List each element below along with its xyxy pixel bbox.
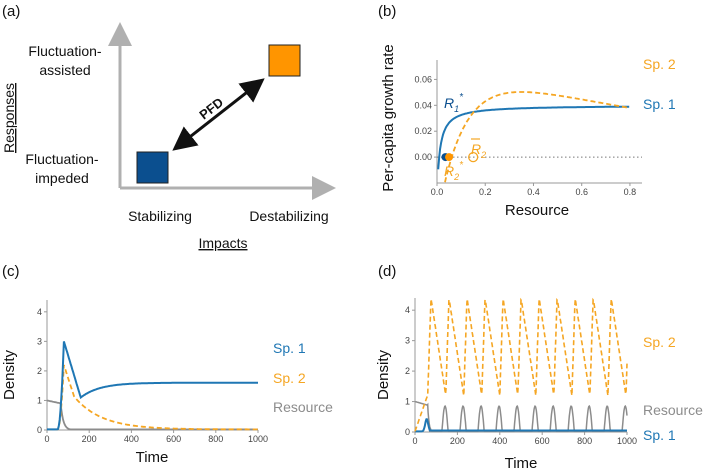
- panel-d-resource-label: Resource: [643, 402, 703, 418]
- panel-b-sp1-label: Sp. 1: [643, 96, 676, 112]
- panel-d-y-tick-label: 3: [405, 336, 410, 346]
- panel-c-sp2-line: [47, 364, 258, 431]
- panel-b-x-tick-label: 0.6: [575, 187, 588, 197]
- panel-b-ylabel: Per-capita growth rate: [380, 44, 397, 192]
- panel-b-xlabel: Resource: [505, 202, 569, 219]
- panel-b-y-tick-label: 0.00: [414, 152, 432, 162]
- panel-a-x-axis-label: Impacts: [198, 235, 247, 251]
- panel-c-axes: 0 200 400 600 800 1000 0 1 2 3 4: [37, 300, 268, 444]
- panel-c-resource-line: [46, 399, 258, 431]
- y-bottom-line1: Fluctuation-: [25, 151, 98, 167]
- panel-d-sp2-label: Sp. 2: [643, 334, 676, 350]
- panel-b-y-tick-label: 0.02: [414, 126, 432, 136]
- panel-d-x-tick-label: 1000: [617, 436, 637, 446]
- panel-c-x-tick-label: 1000: [248, 434, 268, 444]
- pfd-arrow: [172, 78, 265, 151]
- panel-c-xlabel: Time: [136, 449, 169, 466]
- panel-b-sp2-line: [444, 91, 630, 183]
- panel-c-x-tick-label: 200: [82, 434, 97, 444]
- r2-star-label: R2*: [444, 160, 464, 182]
- panel-b-sp2-label: Sp. 2: [643, 56, 676, 72]
- panel-d-series: [414, 297, 628, 433]
- panel-c-y-tick-label: 4: [37, 307, 42, 317]
- panel-c-sp1-label: Sp. 1: [273, 340, 306, 356]
- panel-b-label: (b): [378, 3, 396, 20]
- panel-d-x-tick-label: 0: [412, 436, 417, 446]
- y-top-line2: assisted: [39, 62, 90, 78]
- panel-b-x-tick-label: 0.0: [431, 187, 444, 197]
- panel-b-axes: 0.0 0.2 0.4 0.6 0.8 0.00 0.02 0.04 0.06: [414, 60, 642, 197]
- panel-b-x-tick-label: 0.8: [624, 187, 637, 197]
- panel-b-x-tick-label: 0.4: [527, 187, 540, 197]
- sp2-box: [268, 44, 301, 77]
- panel-d-ylabel: Density: [375, 349, 392, 400]
- panel-d: (d) Density Time 0 200 400 600 800 100001234 …: [375, 263, 703, 470]
- panel-b: (b) Per-capita growth rate Resource 0.0 0…: [378, 3, 676, 219]
- panel-d-label: (d): [378, 263, 396, 280]
- panel-d-sp1-line: [415, 418, 627, 433]
- panel-b-x-tick-label: 0.2: [479, 187, 492, 197]
- panel-c-y-tick-label: 3: [37, 336, 42, 346]
- panel-d-xlabel: Time: [505, 455, 538, 470]
- panel-c-x-tick-label: 800: [208, 434, 223, 444]
- panel-d-x-tick-label: 800: [577, 436, 592, 446]
- panel-d-sp1-label: Sp. 1: [643, 427, 676, 443]
- panel-c-x-tick-label: 0: [44, 434, 49, 444]
- y-top-line1: Fluctuation-: [28, 43, 101, 59]
- panel-d-x-tick-label: 200: [450, 436, 465, 446]
- panel-d-sp2-line: [414, 297, 628, 432]
- panel-b-sp1-line: [437, 105, 630, 170]
- panel-b-series: [437, 91, 642, 183]
- x-left-label: Stabilizing: [128, 208, 192, 224]
- panel-c-y-tick-label: 2: [37, 366, 42, 376]
- panel-d-y-tick-label: 0: [405, 427, 410, 437]
- panel-c: (c) Density Time 0 200 400 600 800 100001234 …: [1, 263, 333, 466]
- panel-d-x-tick-label: 600: [535, 436, 550, 446]
- panel-c-resource-label: Resource: [273, 399, 333, 415]
- panel-c-y-tick-label: 0: [37, 425, 42, 435]
- panel-d-x-tick-label: 400: [492, 436, 507, 446]
- panel-a: (a) Fluctuation- assisted Fluctuation- i…: [1, 3, 336, 251]
- pfd-label: PFD: [196, 95, 226, 123]
- sp1-box: [136, 151, 169, 184]
- panel-d-y-tick-label: 4: [405, 305, 410, 315]
- panel-c-series: [46, 341, 258, 431]
- panel-d-y-tick-label: 1: [405, 397, 410, 407]
- x-right-label: Destabilizing: [249, 208, 328, 224]
- panel-c-y-tick-label: 1: [37, 395, 42, 405]
- r2-bar-label: R2: [471, 141, 486, 160]
- panel-c-x-tick-label: 600: [166, 434, 181, 444]
- r2-bar-point: [468, 151, 479, 163]
- y-bottom-line2: impeded: [35, 170, 89, 186]
- panel-c-sp2-label: Sp. 2: [273, 370, 306, 386]
- panel-c-ylabel: Density: [1, 349, 18, 400]
- panel-d-y-tick-label: 2: [405, 366, 410, 376]
- panel-b-y-tick-label: 0.04: [414, 100, 432, 110]
- panel-d-resource-line: [414, 400, 628, 433]
- panel-c-label: (c): [2, 263, 20, 280]
- r1-star-label: R1*: [444, 92, 464, 114]
- panel-b-y-tick-label: 0.06: [414, 74, 432, 84]
- r2-star-point: [445, 153, 454, 162]
- panel-c-x-tick-label: 400: [124, 434, 139, 444]
- panel-a-y-axis-label: Responses: [1, 83, 17, 153]
- panel-c-sp1-line: [47, 341, 258, 431]
- panel-a-label: (a): [2, 3, 20, 20]
